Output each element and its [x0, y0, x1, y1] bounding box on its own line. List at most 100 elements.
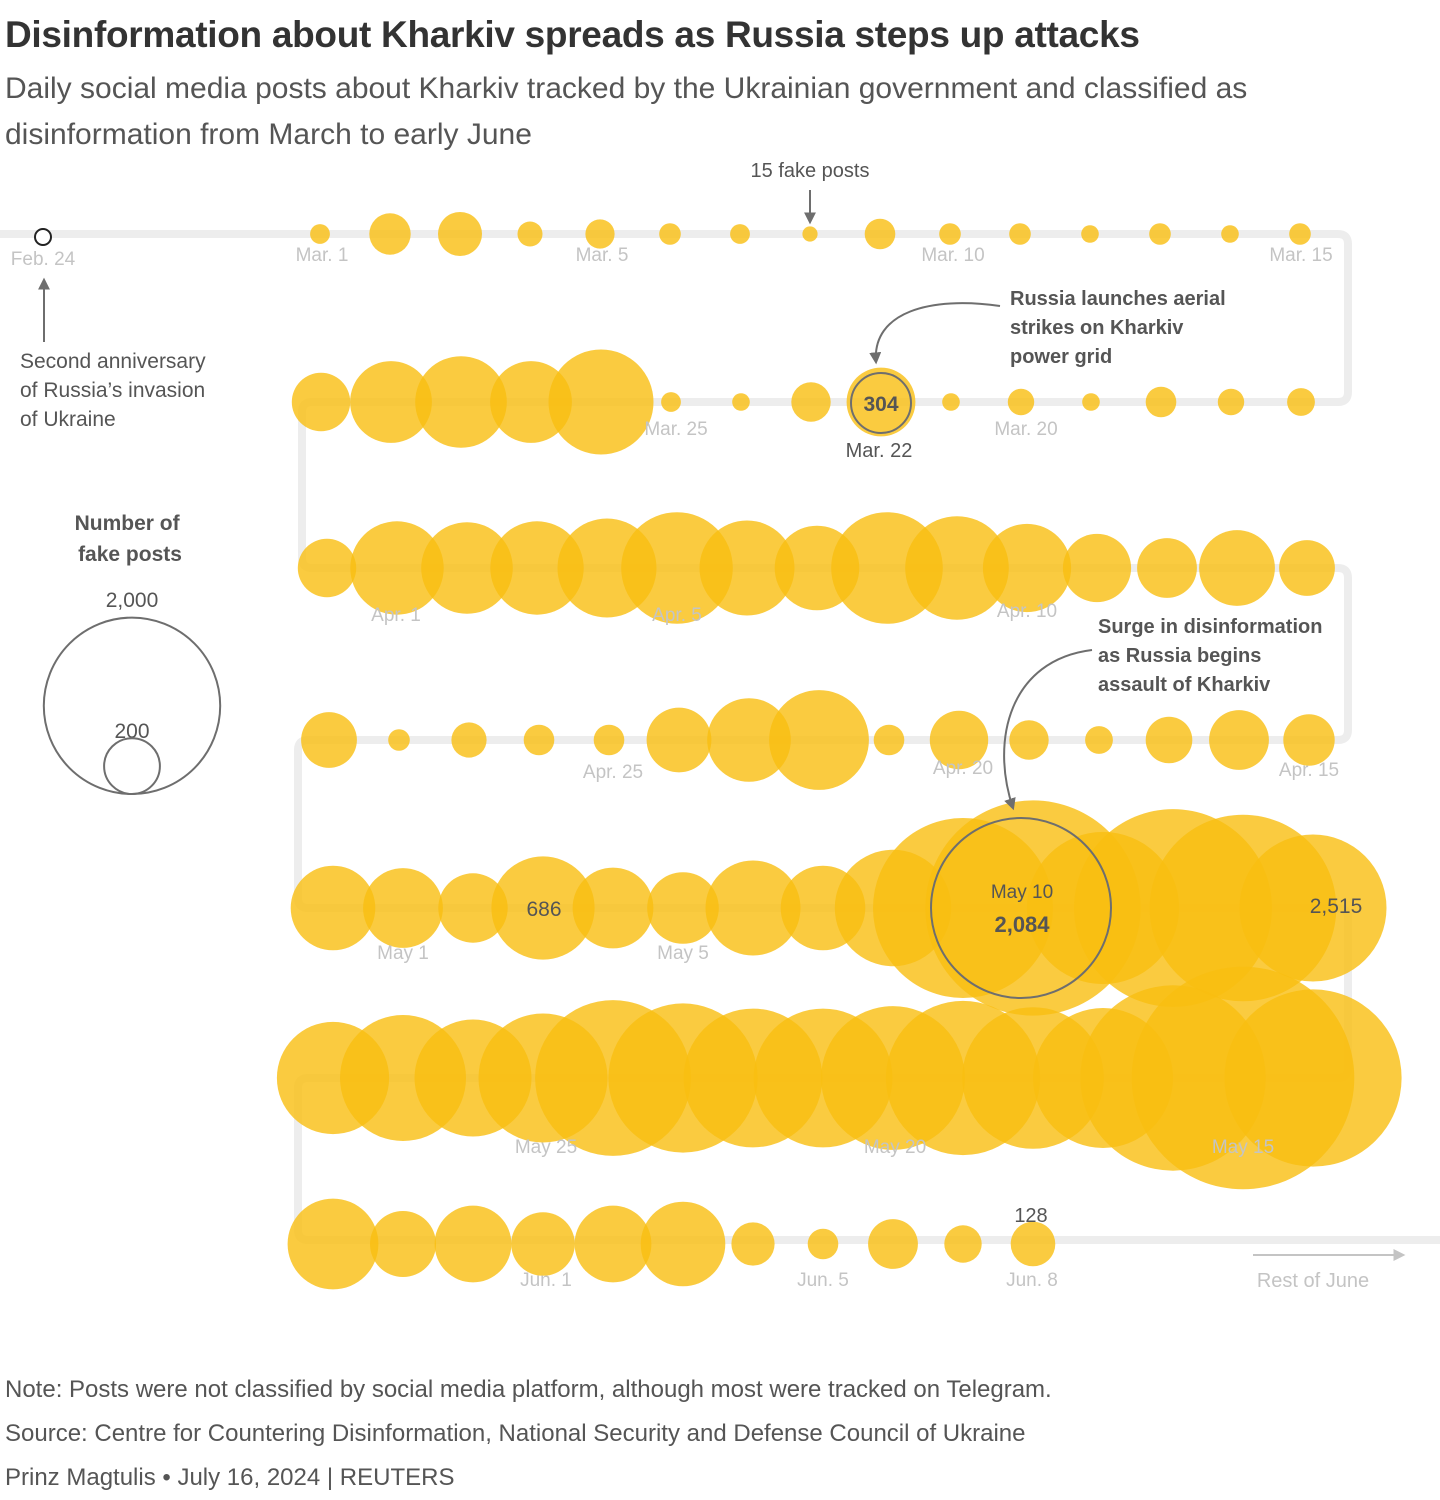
bubble-day-27 — [490, 361, 572, 443]
date-label-apr10: Apr. 10 — [997, 601, 1057, 622]
date-label-jun1: Jun. 1 — [520, 1270, 572, 1291]
value-label-mar22: 304 — [863, 393, 898, 416]
bubble-day-28 — [415, 356, 507, 448]
bubble-timeline-chart: Feb. 24 Second anniversary of Russia’s i… — [0, 160, 1440, 1292]
date-label-jun5: Jun. 5 — [797, 1270, 849, 1291]
bubble-day-30 — [291, 372, 351, 432]
surge-arrow — [1003, 649, 1093, 811]
bubble-day-42 — [1062, 533, 1132, 603]
bubble-day-4 — [517, 221, 543, 247]
aerial-line-3: power grid — [1010, 346, 1112, 368]
bubble-day-55 — [646, 707, 712, 773]
bubble-day-66 — [647, 872, 719, 944]
bubble-series — [276, 212, 1402, 1290]
bubble-day-33 — [421, 522, 513, 614]
surge-line-1: Surge in disinformation — [1098, 616, 1322, 638]
bubble-day-43 — [1137, 538, 1197, 598]
aerial-line-1: Russia launches aerial — [1010, 288, 1226, 310]
bubble-day-10 — [939, 223, 961, 245]
aerial-arrow — [869, 302, 1001, 365]
bubble-day-94 — [511, 1212, 575, 1276]
legend-small-label: 200 — [114, 720, 149, 743]
date-label-may20: May 20 — [864, 1137, 926, 1158]
date-label-apr20: Apr. 20 — [933, 758, 993, 779]
bubble-day-67 — [705, 860, 801, 956]
bubble-day-91 — [287, 1198, 379, 1290]
date-label-mar1: Mar. 1 — [296, 245, 349, 266]
value-label-may10: 2,084 — [994, 912, 1050, 937]
bubble-day-75 — [1239, 834, 1387, 982]
bubble-day-95 — [574, 1205, 652, 1283]
date-label-apr25: Apr. 25 — [583, 762, 643, 783]
bubble-day-11 — [1009, 223, 1031, 245]
bubble-day-96 — [640, 1201, 726, 1287]
date-label-mar15: Mar. 15 — [1269, 245, 1332, 266]
date-label-jun8: Jun. 8 — [1006, 1270, 1058, 1291]
bubble-day-7 — [730, 224, 750, 244]
rest-of-june-label: Rest of June — [1257, 1270, 1369, 1292]
bubble-day-9 — [864, 218, 896, 250]
bubble-day-52 — [873, 724, 905, 756]
date-label-apr15: Apr. 15 — [1279, 760, 1339, 781]
bubble-day-63 — [438, 873, 508, 943]
date-labels: Mar. 1 Mar. 5 Mar. 10 Mar. 15 Mar. 20 Ma… — [296, 245, 1340, 1291]
bubble-day-40 — [905, 516, 1009, 620]
bubble-day-60 — [301, 712, 357, 768]
bubble-day-45 — [1279, 540, 1335, 596]
date-label-may1: May 1 — [377, 943, 429, 964]
bubble-day-2 — [369, 213, 411, 255]
anniversary-line-3: of Ukraine — [20, 408, 116, 431]
footer-credit: Prinz Magtulis • July 16, 2024 | REUTERS — [5, 1464, 455, 1491]
date-label-mar5: Mar. 5 — [576, 245, 629, 266]
anniversary-annotation: Second anniversary of Russia’s invasion … — [20, 350, 211, 431]
bubble-day-56 — [593, 724, 625, 756]
date-label-apr5: Apr. 5 — [652, 605, 702, 626]
legend-title-line-2: fake posts — [78, 543, 182, 566]
bubble-day-65 — [572, 867, 654, 949]
bubble-day-18 — [1145, 386, 1177, 418]
bubble-day-100 — [944, 1225, 982, 1263]
bubble-day-12 — [1081, 225, 1099, 243]
bubble-day-46 — [1283, 714, 1335, 766]
bubble-day-31 — [297, 538, 357, 598]
bubble-day-26 — [548, 349, 654, 455]
mar22-outline — [850, 372, 912, 434]
bubble-day-3 — [438, 212, 482, 256]
bubble-day-37 — [699, 520, 795, 616]
legend-big-label: 2,000 — [106, 589, 159, 612]
bubble-day-48 — [1145, 716, 1193, 764]
bubble-day-20 — [1007, 388, 1035, 416]
date-label-may10: May 10 — [991, 882, 1053, 903]
bubble-day-21 — [942, 393, 960, 411]
value-label-apr30: 686 — [526, 898, 561, 921]
bubble-day-5 — [585, 219, 615, 249]
bubble-day-32 — [350, 521, 444, 615]
bubble-day-25 — [661, 392, 681, 412]
bubble-day-98 — [807, 1228, 839, 1260]
value-label-may13: 2,515 — [1310, 895, 1363, 918]
legend-title: Number of fake posts — [75, 512, 186, 566]
bubble-day-59 — [388, 729, 410, 751]
bubble-day-17 — [1217, 388, 1245, 416]
anniversary-line-1: Second anniversary — [20, 350, 206, 373]
date-label-apr1: Apr. 1 — [371, 605, 421, 626]
bubble-day-51 — [929, 710, 989, 770]
bubble-day-23 — [791, 382, 831, 422]
bubble-day-61 — [290, 865, 376, 951]
surge-line-2: as Russia begins — [1098, 645, 1261, 667]
footer-source: Source: Centre for Countering Disinforma… — [5, 1420, 1026, 1447]
date-label-mar25: Mar. 25 — [644, 419, 707, 440]
date-label-may25: May 25 — [515, 1137, 577, 1158]
bubble-day-57 — [523, 724, 555, 756]
bubble-day-90 — [276, 1021, 390, 1135]
bubble-day-34 — [490, 521, 584, 615]
bubble-day-64 — [491, 856, 595, 960]
bubble-day-44 — [1199, 530, 1275, 606]
value-label-jun8: 128 — [1014, 1205, 1047, 1227]
bubble-day-47 — [1209, 710, 1269, 770]
surge-line-3: assault of Kharkiv — [1098, 674, 1271, 696]
bubble-day-92 — [370, 1211, 436, 1277]
bubble-day-15 — [1289, 223, 1311, 245]
start-marker — [34, 228, 52, 246]
legend-small-circle — [103, 737, 161, 795]
